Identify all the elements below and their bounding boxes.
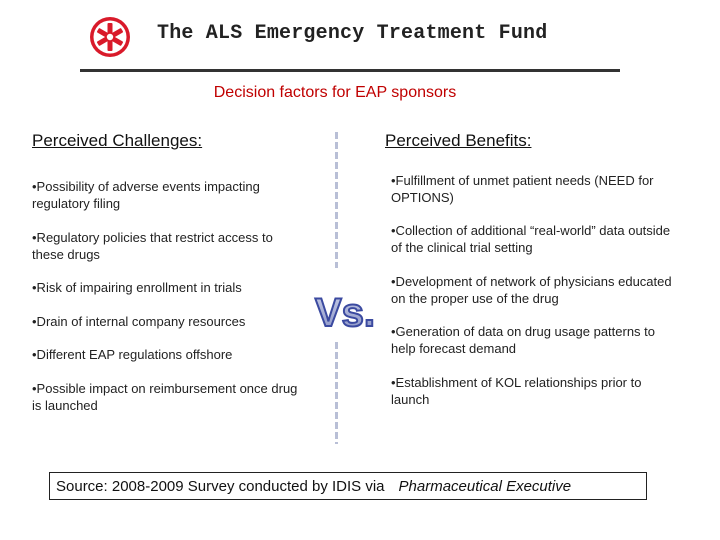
slide-subtitle: Decision factors for EAP sponsors (213, 84, 457, 101)
challenge-item: •Regulatory policies that restrict acces… (32, 230, 273, 262)
header-title: The ALS Emergency Treatment Fund (157, 22, 548, 45)
challenge-item: •Possibility of adverse events impacting… (32, 179, 260, 211)
column-divider-top (335, 132, 338, 268)
source-citation: Source: 2008-2009 Survey conducted by ID… (49, 472, 647, 500)
challenges-heading: Perceived Challenges: (32, 131, 203, 150)
svg-text:Vs.: Vs. (315, 291, 375, 332)
challenge-item: •Different EAP regulations offshore (32, 347, 233, 362)
challenge-item: •Drain of internal company resources (32, 314, 246, 329)
benefit-item: •Generation of data on drug usage patter… (391, 324, 656, 356)
source-publication: Pharmaceutical Executive (398, 478, 572, 495)
header-divider (80, 69, 620, 72)
column-divider-bottom (335, 342, 338, 444)
challenge-item: •Risk of impairing enrollment in trials (32, 280, 242, 295)
challenge-item: •Possible impact on reimbursement once d… (32, 381, 298, 413)
source-label: Source: 2008-2009 Survey conducted by ID… (56, 478, 385, 495)
als-fund-logo-icon (90, 17, 130, 57)
benefit-item: •Collection of additional “real-world” d… (391, 223, 671, 255)
benefits-heading: Perceived Benefits: (385, 131, 532, 150)
benefit-item: •Fulfillment of unmet patient needs (NEE… (391, 173, 654, 205)
versus-label: Vs. (314, 290, 376, 332)
benefit-item: •Establishment of KOL relationships prio… (391, 375, 642, 407)
benefit-item: •Development of network of physicians ed… (391, 274, 672, 306)
